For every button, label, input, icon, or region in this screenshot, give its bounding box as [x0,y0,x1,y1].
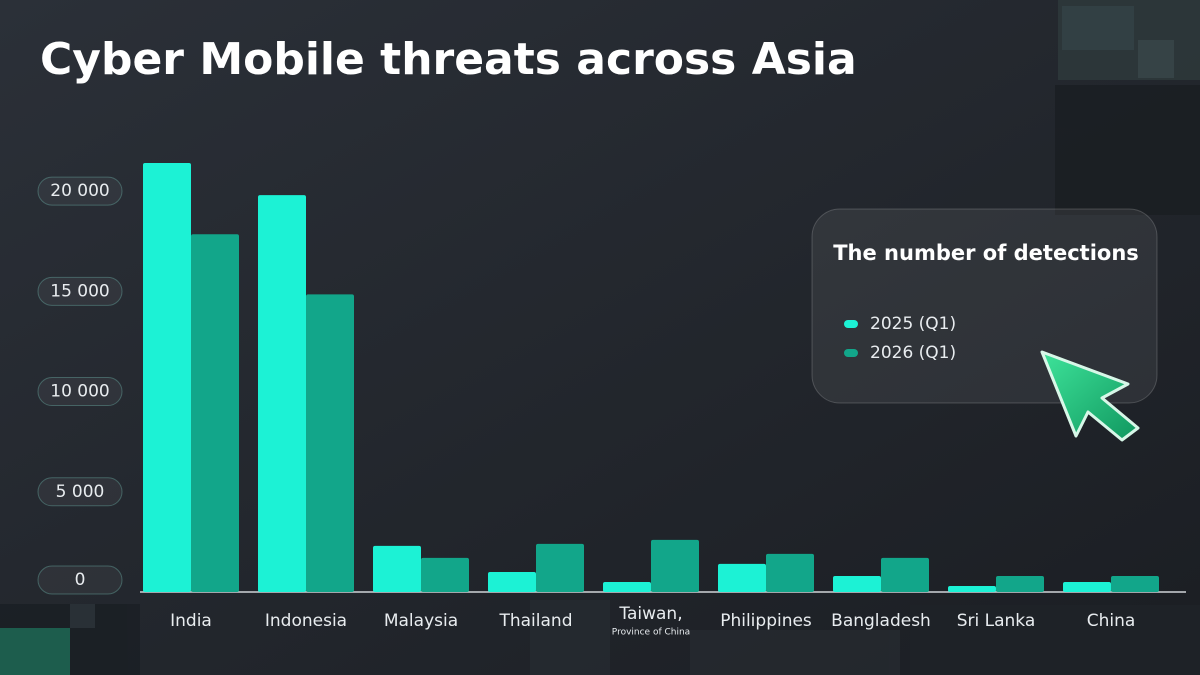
x-tick-label: Indonesia [265,611,347,631]
y-tick-label: 5 000 [56,482,105,502]
y-tick-label: 0 [75,570,86,590]
x-tick-label: India [170,611,212,631]
y-tick-label: 15 000 [50,281,109,301]
x-tick-label: China [1087,611,1136,631]
bar [421,557,469,592]
bar [603,581,651,592]
bar [651,539,699,592]
bar [833,575,881,592]
legend-label: 2025 (Q1) [870,314,956,334]
legend-box [811,208,1158,404]
x-tick-label: Sri Lanka [957,611,1036,631]
x-tick-label: Malaysia [384,611,458,631]
y-tick-label: 10 000 [50,382,109,402]
bar [488,571,536,592]
cursor-icon [1040,350,1140,442]
bar [1111,575,1159,592]
bar [373,545,421,592]
bar [143,163,191,592]
bar [996,575,1044,592]
y-tick-pill [37,565,123,595]
bar [881,557,929,592]
bar [1063,581,1111,592]
legend-label: 2026 (Q1) [870,343,956,363]
x-tick-sublabel: Province of China [612,628,690,638]
x-tick-label: Philippines [720,611,812,631]
bar [191,234,239,592]
y-tick-pill [37,377,123,407]
y-tick-label: 20 000 [50,181,109,201]
x-tick-label: Taiwan, [618,604,682,624]
y-tick-pill [37,477,123,507]
bar [306,294,354,592]
legend-swatch [844,320,858,328]
y-tick-pill [37,276,123,306]
bar [766,553,814,592]
bar [718,563,766,592]
x-tick-label: Bangladesh [831,611,931,631]
y-tick-pill [37,176,123,206]
bar [258,195,306,592]
chart-title: Cyber Mobile threats across Asia [40,34,857,85]
bar [948,585,996,592]
legend-swatch [844,349,858,357]
x-tick-label: Thailand [498,611,572,631]
legend-title: The number of detections [833,241,1139,265]
bar [536,543,584,592]
